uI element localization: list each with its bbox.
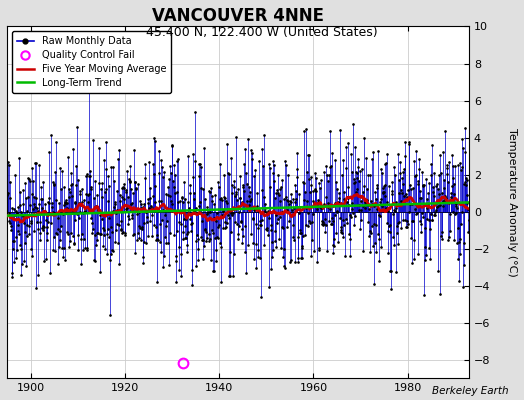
Text: 45.400 N, 122.400 W (United States): 45.400 N, 122.400 W (United States) (146, 26, 378, 39)
Text: Berkeley Earth: Berkeley Earth (432, 386, 508, 396)
Y-axis label: Temperature Anomaly (°C): Temperature Anomaly (°C) (507, 128, 517, 277)
Title: VANCOUVER 4NNE: VANCOUVER 4NNE (152, 7, 324, 25)
Legend: Raw Monthly Data, Quality Control Fail, Five Year Moving Average, Long-Term Tren: Raw Monthly Data, Quality Control Fail, … (12, 31, 171, 93)
